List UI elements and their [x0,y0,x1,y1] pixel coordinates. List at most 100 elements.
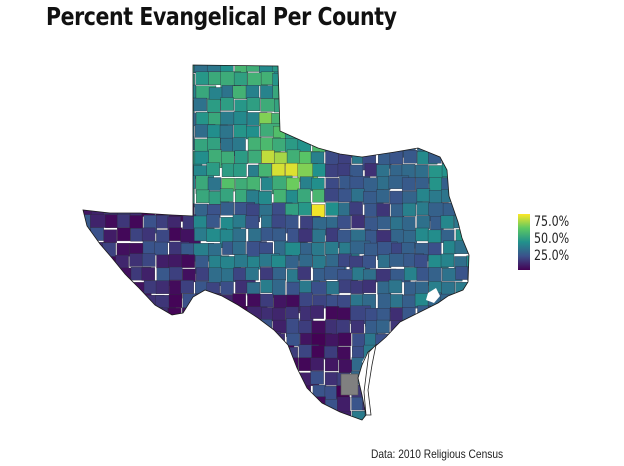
county-polygon [274,98,288,113]
county-polygon [285,73,306,87]
county-polygon [90,164,104,178]
county-polygon [129,359,144,373]
county-polygon [260,384,275,398]
county-polygon [272,138,286,152]
county-polygon [195,331,217,345]
county-polygon [454,124,468,138]
county-polygon [207,397,229,411]
county-polygon [350,319,365,334]
county-polygon [169,65,183,80]
county-polygon [298,202,312,216]
county-polygon [167,318,182,332]
county-polygon [83,358,97,373]
county-polygon [403,359,417,373]
county-polygon [206,360,227,374]
county-polygon [456,306,469,321]
county-polygon [103,319,124,333]
county-polygon [246,359,261,373]
county-polygon [272,386,293,405]
county-polygon [430,98,451,112]
county-polygon [376,189,390,203]
county-polygon [115,65,137,75]
county-polygon [469,139,482,157]
county-polygon [336,65,350,80]
county-polygon [104,178,118,192]
county-polygon [83,384,91,403]
county-polygon [156,229,170,243]
county-polygon [169,73,190,88]
county-polygon [454,84,469,98]
county-polygon [208,112,222,126]
county-polygon [284,410,299,420]
county-polygon [441,138,462,152]
county-polygon [129,71,150,91]
county-polygon [194,319,208,338]
county-polygon [102,346,124,365]
county-polygon [324,73,338,93]
county-polygon [272,307,286,322]
county-polygon [258,191,272,205]
county-polygon [221,344,235,358]
county-polygon [326,280,340,295]
county-polygon [181,188,195,208]
county-polygon [117,333,132,352]
county-polygon [115,294,136,308]
county-polygon [156,85,177,99]
county-polygon [245,344,259,359]
county-polygon [389,385,404,404]
county-polygon [102,72,117,86]
county-polygon [117,99,131,113]
county-polygon [388,279,403,294]
county-polygon [168,112,183,127]
county-polygon [195,112,210,126]
county-polygon [105,214,119,228]
county-polygon [128,371,143,386]
county-polygon [286,332,300,347]
county-polygon [455,423,468,441]
county-polygon [208,243,222,257]
county-polygon [427,357,449,372]
county-polygon [208,306,229,320]
county-polygon [414,318,429,332]
county-polygon [207,409,221,420]
county-polygon [141,253,156,267]
county-polygon [273,151,288,166]
county-polygon [416,384,430,398]
county-polygon [83,228,92,248]
county-polygon [362,255,376,269]
county-polygon [234,65,248,73]
county-polygon [428,242,442,257]
county-polygon [441,65,462,74]
county-polygon [154,307,169,327]
county-polygon [219,294,234,314]
county-polygon [311,113,332,127]
county-polygon [182,307,196,321]
county-polygon [429,125,444,139]
county-polygon [311,177,325,192]
county-polygon [89,175,104,194]
county-polygon [90,320,111,335]
county-polygon [389,74,411,88]
county-polygon [350,280,365,294]
county-polygon [362,279,377,294]
county-polygon [233,124,248,138]
county-polygon [467,344,469,358]
county-polygon [285,203,299,217]
county-polygon [180,280,194,294]
county-polygon [376,73,390,92]
county-polygon [338,279,353,294]
county-polygon [442,345,456,364]
county-polygon [466,293,469,308]
county-polygon [349,98,364,112]
county-polygon [83,189,98,208]
county-polygon [104,125,125,145]
county-polygon [286,385,307,399]
county-polygon [156,372,177,391]
county-polygon [324,357,339,372]
county-polygon [141,332,162,346]
county-polygon [155,320,169,339]
county-polygon [467,373,469,387]
county-polygon [337,124,358,139]
county-polygon [116,137,130,152]
county-polygon [415,72,430,91]
